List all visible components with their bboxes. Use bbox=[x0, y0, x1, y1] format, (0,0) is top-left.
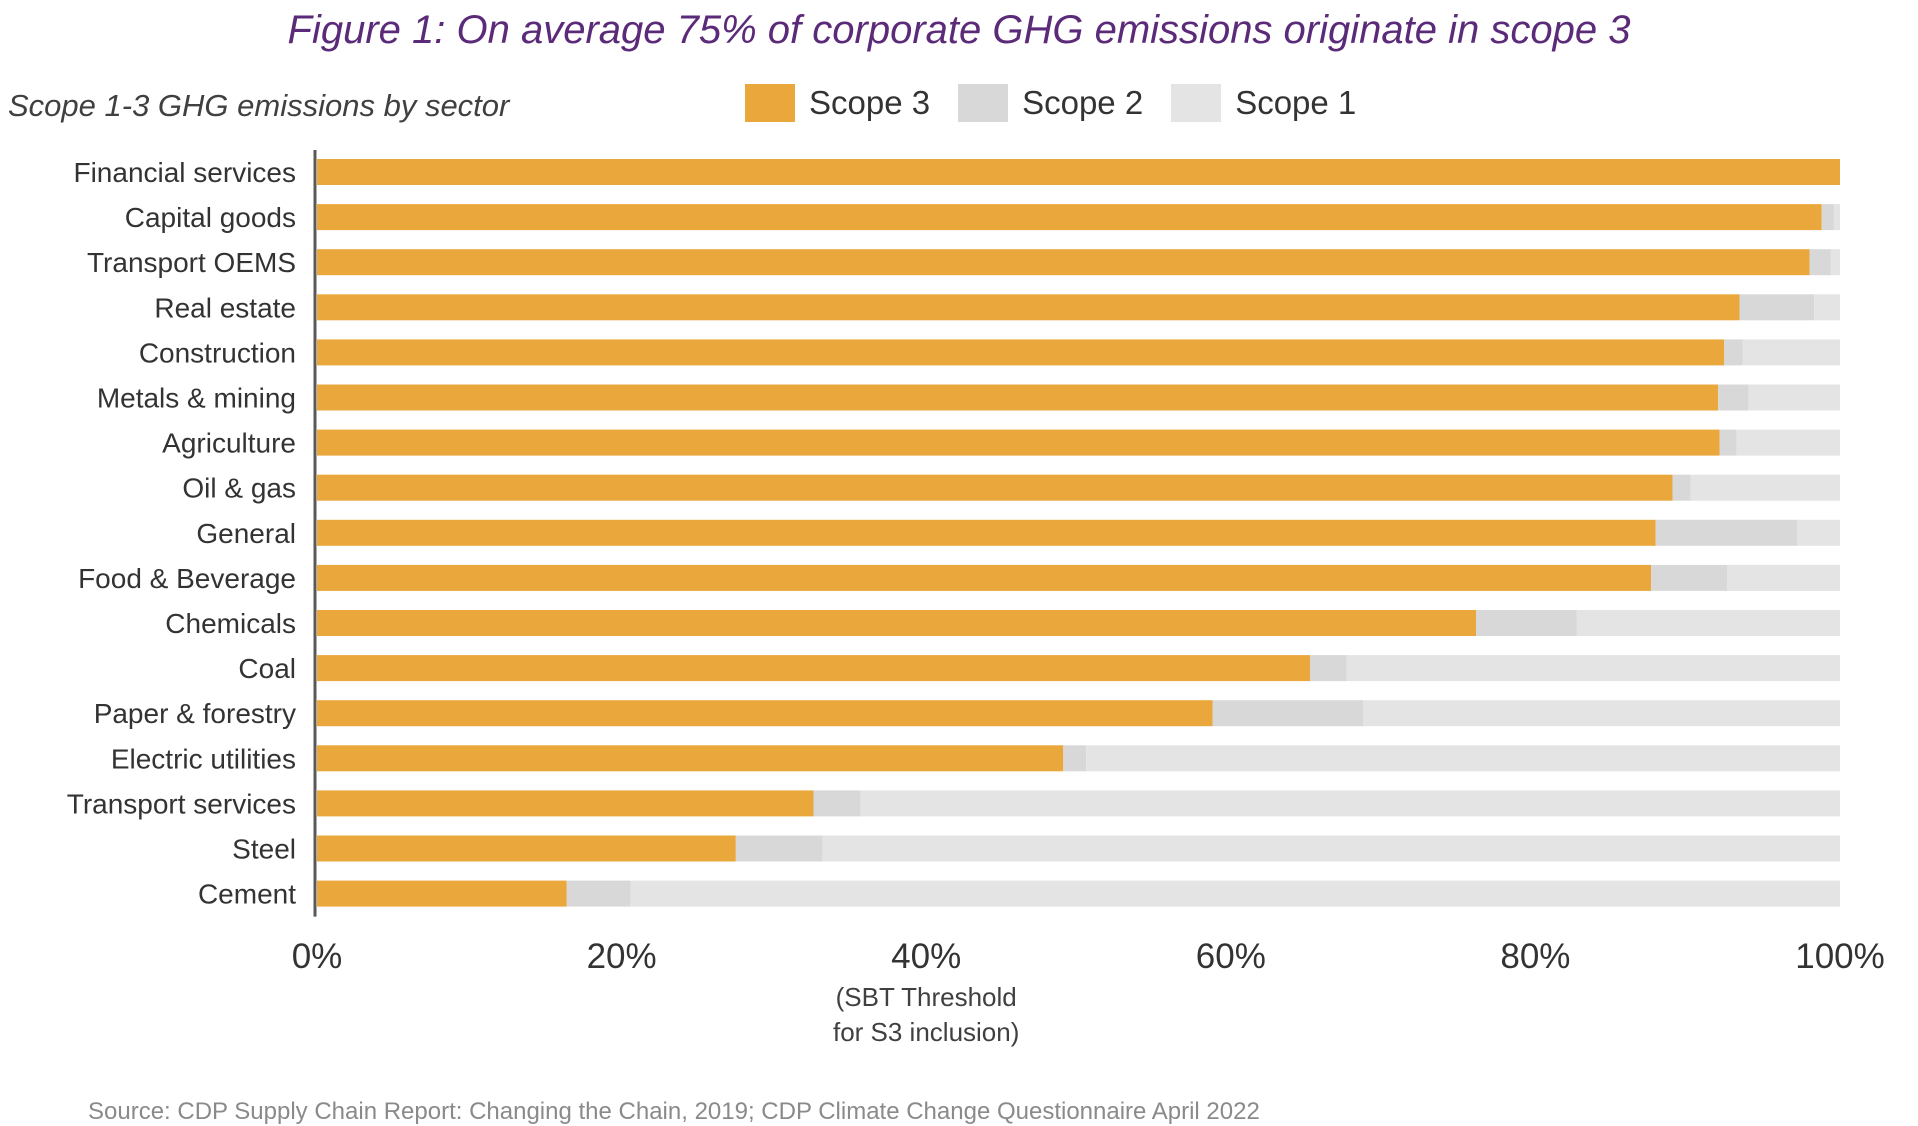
bar-scope2 bbox=[1655, 519, 1798, 546]
bar-scope1 bbox=[1736, 429, 1840, 456]
bars-group bbox=[317, 159, 1840, 907]
bar-scope2 bbox=[1212, 700, 1364, 727]
bar-scope1 bbox=[1086, 745, 1840, 772]
x-tick-label: 80% bbox=[1500, 937, 1570, 976]
bar-scope2 bbox=[1476, 610, 1577, 636]
threshold-line-2: for S3 inclusion) bbox=[832, 1017, 1020, 1047]
category-label: Oil & gas bbox=[182, 473, 296, 504]
bar-scope3 bbox=[317, 249, 1810, 276]
category-label: General bbox=[196, 518, 296, 549]
legend-swatch-scope3 bbox=[745, 84, 795, 122]
chart-title: Figure 1: On average 75% of corporate GH… bbox=[287, 8, 1631, 52]
bar-scope3 bbox=[317, 384, 1719, 411]
category-label: Food & Beverage bbox=[78, 563, 296, 594]
bar-scope2 bbox=[1718, 384, 1749, 411]
bar-scope3 bbox=[317, 610, 1477, 636]
bar-scope1 bbox=[1742, 339, 1840, 366]
bar-scope2 bbox=[1821, 204, 1834, 231]
x-tick-label: 40% bbox=[891, 937, 961, 976]
legend-label-scope1: Scope 1 bbox=[1235, 84, 1357, 121]
threshold-line-1: (SBT Threshold bbox=[835, 982, 1017, 1012]
bar-scope3 bbox=[317, 429, 1720, 456]
x-tick-label: 20% bbox=[587, 937, 657, 976]
bar-scope1 bbox=[1748, 384, 1840, 411]
bar-scope2 bbox=[1719, 429, 1737, 456]
x-tick-label: 60% bbox=[1196, 937, 1266, 976]
bar-scope1 bbox=[1576, 610, 1840, 636]
category-label: Paper & forestry bbox=[94, 698, 296, 729]
category-label: Coal bbox=[238, 653, 296, 684]
bar-scope3 bbox=[317, 745, 1064, 772]
category-labels: Financial services Capital goods Transport… bbox=[67, 157, 296, 910]
bar-scope3 bbox=[317, 835, 736, 862]
bar-scope3 bbox=[317, 294, 1740, 321]
legend-item-scope3: Scope 3 bbox=[745, 84, 930, 122]
legend-swatch-scope2 bbox=[958, 84, 1009, 122]
bar-scope1 bbox=[860, 790, 1840, 817]
bar-scope2 bbox=[1309, 655, 1347, 682]
threshold-annotation: (SBT Threshold for S3 inclusion) bbox=[826, 980, 1026, 1050]
bar-scope2 bbox=[813, 790, 861, 817]
bar-scope2 bbox=[1063, 745, 1087, 772]
bar-scope3 bbox=[317, 204, 1822, 231]
category-label: Financial services bbox=[73, 157, 296, 188]
bar-scope3 bbox=[317, 700, 1213, 727]
bar-scope2 bbox=[1724, 339, 1743, 366]
bar-scope3 bbox=[317, 790, 814, 817]
x-tick-labels: 0% 20% 40% 60% 80% 100% bbox=[292, 937, 1885, 976]
category-label: Cement bbox=[198, 879, 296, 910]
bar-scope1 bbox=[1363, 700, 1840, 727]
bar-scope2 bbox=[1809, 249, 1831, 276]
bar-scope1 bbox=[630, 880, 1840, 907]
category-label: Real estate bbox=[154, 292, 296, 323]
bar-scope1 bbox=[1814, 294, 1840, 321]
bar-scope1 bbox=[1690, 474, 1840, 501]
category-label: Chemicals bbox=[165, 608, 296, 639]
category-label: Metals & mining bbox=[97, 383, 296, 414]
bar-scope1 bbox=[1727, 564, 1840, 591]
bar-scope3 bbox=[317, 474, 1673, 501]
legend-swatch-scope1 bbox=[1171, 84, 1222, 122]
bar-scope2 bbox=[1672, 474, 1691, 501]
legend-item-scope2: Scope 2 bbox=[958, 84, 1143, 122]
bar-scope3 bbox=[317, 564, 1652, 591]
chart-subtitle: Scope 1-3 GHG emissions by sector bbox=[8, 88, 510, 123]
bar-scope2 bbox=[1651, 564, 1728, 591]
legend-label-scope2: Scope 2 bbox=[1022, 84, 1144, 121]
legend: Scope 3 Scope 2 Scope 1 bbox=[745, 84, 1384, 122]
bar-scope3 bbox=[317, 519, 1656, 546]
bar-scope3 bbox=[317, 655, 1310, 682]
category-label: Transport OEMS bbox=[87, 247, 296, 278]
bar-scope2 bbox=[735, 835, 823, 862]
bar-scope1 bbox=[822, 835, 1840, 862]
category-label: Electric utilities bbox=[111, 743, 296, 774]
legend-label-scope3: Scope 3 bbox=[809, 84, 931, 121]
bar-scope3 bbox=[317, 339, 1725, 366]
legend-item-scope1: Scope 1 bbox=[1171, 84, 1356, 122]
source-note: Source: CDP Supply Chain Report: Changin… bbox=[88, 1098, 1260, 1125]
bar-scope1 bbox=[1830, 249, 1840, 276]
bar-scope1 bbox=[1346, 655, 1840, 682]
bar-scope2 bbox=[1739, 294, 1815, 321]
category-label: Capital goods bbox=[125, 202, 296, 233]
bar-scope3 bbox=[317, 880, 567, 907]
x-tick-label: 100% bbox=[1795, 937, 1885, 976]
category-label: Transport services bbox=[67, 788, 296, 819]
bar-scope1 bbox=[1797, 519, 1840, 546]
bar-scope2 bbox=[566, 880, 631, 907]
category-label: Steel bbox=[232, 834, 296, 865]
x-tick-label: 0% bbox=[292, 937, 343, 976]
bar-scope1 bbox=[1833, 204, 1840, 231]
bar-scope3 bbox=[317, 159, 1840, 185]
category-label: Agriculture bbox=[162, 428, 296, 459]
category-label: Construction bbox=[139, 337, 296, 368]
